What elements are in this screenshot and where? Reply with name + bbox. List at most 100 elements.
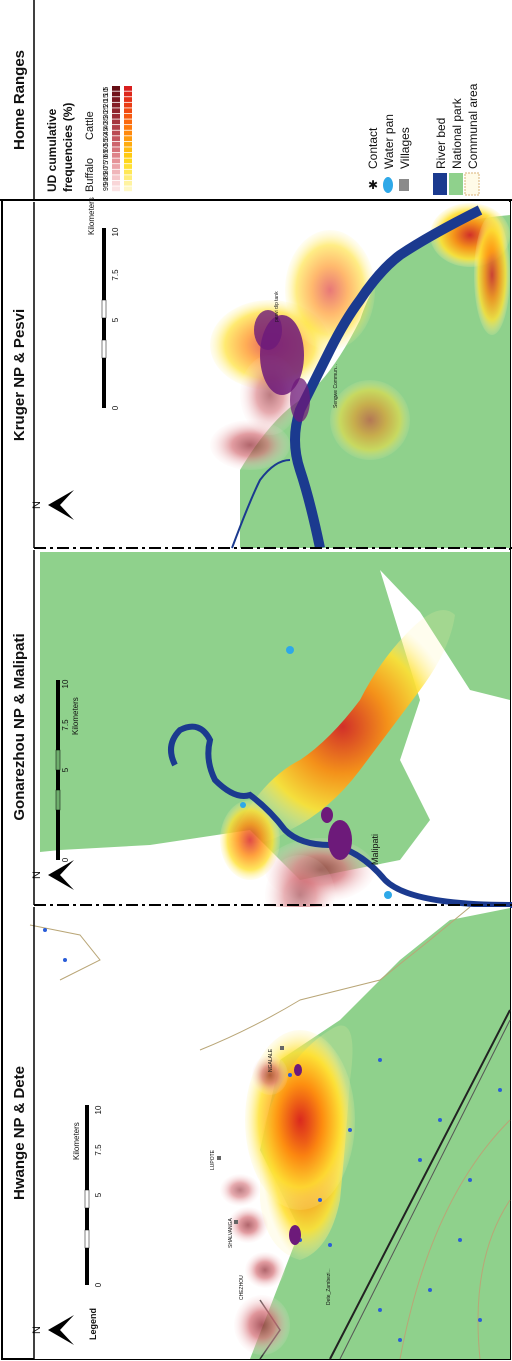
home-ranges-title: Home Ranges (11, 50, 28, 150)
buffalo-ud-swatch (112, 113, 120, 119)
legend-item-label: Water pan (382, 114, 396, 169)
hwange-scale-bar: Kilometers 0 5 7.5 10 (72, 1105, 103, 1287)
ud-percentile-label: 40 (103, 122, 110, 130)
legend-item-label: Villages (398, 127, 412, 169)
gonarezhou-scale-tick-1: 5 (61, 767, 70, 772)
square-icon (399, 179, 409, 191)
buffalo-ud-swatch (112, 136, 120, 141)
cattle-ud-swatch (124, 147, 132, 153)
cattle-ud-swatch (124, 97, 132, 102)
buffalo-ud-swatch (112, 97, 120, 102)
chezhou-label: CHEZHOU (239, 1275, 245, 1300)
cattle-ud-swatch (124, 136, 132, 141)
cattle-ud-swatch (124, 158, 132, 164)
ud-percentile-label: 95 (103, 183, 110, 191)
hwange-villages (217, 1046, 284, 1224)
buffalo-ud-swatch (112, 108, 120, 114)
ud-legend-title-line1: UD cumulative (45, 108, 59, 192)
buffalo-ud-swatch (112, 141, 120, 147)
buffalo-ud-swatch (112, 186, 120, 192)
ud-percentile-label: 50 (103, 133, 110, 141)
gonarezhou-title: Gonarezhou NP & Malipati (11, 633, 28, 820)
buffalo-ud-swatch (112, 119, 120, 125)
hwange-scale-tick-2: 7.5 (94, 1144, 103, 1156)
cattle-ud-swatch (124, 108, 132, 114)
cattle-ud-swatch (124, 119, 132, 125)
kruger-scale-tick-1: 5 (111, 317, 120, 322)
kruger-scale-tick-3: 10 (111, 227, 120, 236)
ud-percentile-label: 30 (103, 111, 110, 119)
legend-item-label: Contact (366, 127, 380, 169)
kruger-contacts (254, 310, 310, 422)
gonarezhou-north-label: N (31, 871, 43, 879)
cattle-label: Cattle (84, 111, 96, 140)
lupote-label: LUPOTE (210, 1149, 216, 1170)
ud-legend-title-line2: frequencies (%) (61, 103, 75, 192)
gonarezhou-scale-bar: Kilometers 0 5 7.5 10 (55, 679, 80, 862)
ud-percentile-label: 60 (103, 144, 110, 152)
hwange-north-arrow: N (31, 1315, 74, 1345)
communal-swatch (464, 172, 480, 196)
hwange-scale-tick-0: 0 (94, 1282, 103, 1287)
home-ranges-panel: Home Ranges UD cumulative frequencies (%… (0, 0, 512, 201)
dete-label: Dete_Zambezi... (326, 1268, 332, 1305)
buffalo-ud-swatch (112, 91, 120, 97)
legend-item-label: Communal area (466, 83, 480, 169)
cattle-ud-swatch (124, 152, 132, 158)
buffalo-ud-swatch (112, 169, 120, 175)
ud-percentile-label: 80 (103, 166, 110, 174)
gonarezhou-scale-unit: Kilometers (71, 697, 80, 735)
river-swatch (433, 173, 447, 195)
cattle-ud-swatch (124, 91, 132, 97)
hwange-scale-tick-1: 5 (94, 1192, 103, 1197)
hwange-contacts (289, 1064, 302, 1245)
ud-percentile-label: 90 (103, 178, 110, 186)
hwange-title: Hwange NP & Dete (11, 1066, 28, 1200)
ud-percentile-label: 65 (103, 150, 110, 158)
kruger-scale-tick-0: 0 (111, 405, 120, 410)
ud-percentile-label: 5 (103, 87, 110, 91)
buffalo-ud-swatch (112, 130, 120, 136)
buffalo-ud-swatch (112, 158, 120, 164)
legend-symbols: ✱ Contact Water pan Villages River bed Nation… (366, 83, 480, 196)
cattle-ud-swatch (124, 186, 132, 192)
gonarezhou-scale-tick-3: 10 (61, 679, 70, 688)
ud-percentile-label: 70 (103, 155, 110, 163)
ud-percentile-label: 75 (103, 161, 110, 169)
buffalo-ud-swatch (112, 152, 120, 158)
kruger-river (290, 205, 483, 550)
ud-percentile-label: 25 (103, 105, 110, 113)
cattle-ud-swatch (124, 141, 132, 147)
buffalo-ud-swatch (112, 175, 120, 181)
shalvanga-label: SHALVANGA (228, 1218, 234, 1248)
hwange-panel: LUPOTE SHALVANGA CHEZHOU NGALALE Dete_Za… (11, 906, 511, 1360)
gonarezhou-river (168, 723, 512, 908)
kruger-north-label: N (31, 501, 43, 509)
gonarezhou-panel: Malipati N Kilometers 0 5 7.5 10 Gonarez… (11, 550, 512, 935)
sengwe-label: Sengwe Commun... (333, 364, 339, 408)
hwange-water-pans (43, 928, 502, 1342)
kruger-scale-unit: Kilometers (87, 197, 96, 235)
kruger-north-arrow: N (31, 490, 74, 520)
ud-percentile-label: 10 (103, 88, 110, 96)
cattle-ud-swatch (124, 175, 132, 181)
legend-item-label: National park (450, 97, 464, 169)
hwange-north-label: N (31, 1326, 43, 1334)
buffalo-ud-swatch (112, 125, 120, 130)
buffalo-ud-swatch (112, 86, 120, 91)
legend-item-label: River bed (434, 118, 448, 169)
cattle-ud-swatch (124, 86, 132, 91)
hwange-scale-tick-3: 10 (94, 1105, 103, 1114)
cattle-ud-swatch (124, 102, 132, 108)
kruger-title: Kruger NP & Pesvi (11, 309, 28, 441)
cattle-ud-swatch (124, 113, 132, 119)
gonarezhou-north-arrow: N (31, 860, 74, 890)
cattle-ud-swatch (124, 180, 132, 186)
kruger-scale-bar: Kilometers 0 5 7.5 10 (87, 197, 120, 410)
pesvi-dip-label: pesvi dip tank (274, 291, 280, 322)
gonarezhou-scale-tick-0: 0 (61, 857, 70, 862)
buffalo-ud-swatch (112, 102, 120, 108)
hwange-scale-unit: Kilometers (72, 1122, 81, 1160)
